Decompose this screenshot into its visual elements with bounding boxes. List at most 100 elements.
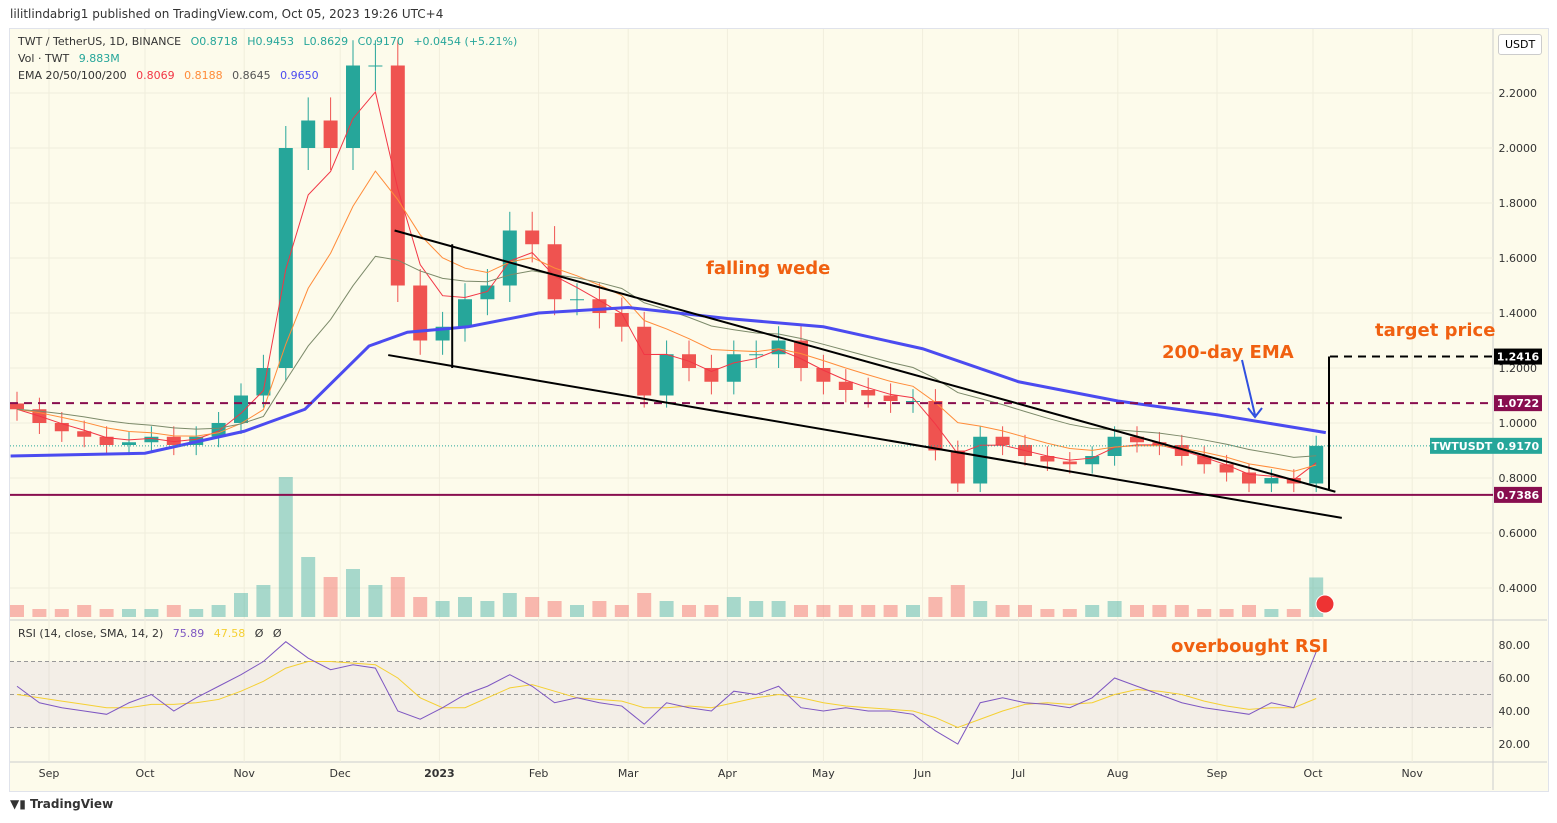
time-tick-label: 2023 [424, 767, 455, 780]
time-tick-label: Jul [1011, 767, 1025, 780]
volume-bar [704, 605, 719, 617]
time-tick-label: Nov [233, 767, 255, 780]
volume-bar [570, 605, 584, 617]
candle-body [390, 65, 405, 286]
ema100-line [16, 255, 1317, 458]
candle-body [950, 450, 965, 484]
volume-bar [211, 605, 226, 617]
candle-body [547, 244, 562, 300]
rsi-value: 75.89 [172, 627, 205, 640]
volume-bar [1152, 605, 1167, 617]
trendline [394, 229, 1336, 493]
low-value: L0.8629 [303, 35, 349, 48]
volume-bar [480, 601, 495, 617]
volume-bar [547, 601, 562, 617]
rsi-na-2: Ø [272, 627, 282, 640]
chart-frame[interactable] [9, 28, 1549, 792]
tradingview-logo[interactable]: ▼▮ TradingView [10, 797, 113, 811]
volume-bar [950, 585, 965, 617]
price-tick-label: 1.8000 [1499, 197, 1538, 210]
time-tick-label: Nov [1401, 767, 1423, 780]
symbol-title: TWT / TetherUS, 1D, BINANCE [18, 35, 182, 48]
candle-body [346, 65, 360, 148]
volume-bar [122, 609, 136, 617]
candle-body [794, 340, 808, 368]
candle-body [614, 313, 629, 327]
price-tick-label: 1.0000 [1499, 417, 1538, 430]
volume-legend: Vol · TWT 9.883M [18, 52, 126, 65]
volume-bar [592, 601, 607, 617]
candle-body [144, 436, 159, 443]
candle-body [10, 403, 24, 410]
time-tick-label: Sep [1207, 767, 1228, 780]
time-tick-label: Oct [1303, 767, 1323, 780]
ema-legend: EMA 20/50/100/200 0.8069 0.8188 0.8645 0… [18, 69, 325, 82]
arrow-icon [1241, 359, 1263, 419]
annotation-target-price: target price [1375, 320, 1496, 341]
price-tick-label: 2.0000 [1499, 142, 1538, 155]
volume-bar [234, 593, 248, 617]
candle-body [256, 368, 271, 396]
time-tick-label: Oct [135, 767, 155, 780]
currency-button[interactable]: USDT [1498, 34, 1543, 55]
flag-icon [1315, 594, 1335, 614]
candle-body [54, 423, 69, 432]
volume-bar [1264, 609, 1279, 617]
price-tick-label: 1.6000 [1499, 252, 1538, 265]
rsi-ma-value: 47.58 [213, 627, 246, 640]
time-tick-label: May [812, 767, 835, 780]
tv-logo-icon: ▼▮ [10, 797, 31, 811]
ema200-value: 0.9650 [280, 69, 319, 82]
rsi-tick-label: 40.00 [1499, 705, 1531, 718]
price-tick-label: 1.4000 [1499, 307, 1538, 320]
price-tick-label: 1.2000 [1499, 362, 1538, 375]
candle-body [458, 299, 472, 327]
volume-bar [144, 609, 159, 617]
candle-body [906, 401, 920, 402]
time-tick-label: Sep [39, 767, 60, 780]
candle-body [166, 436, 181, 445]
change-value: +0.0454 (+5.21%) [413, 35, 518, 48]
candle-body [570, 299, 584, 301]
volume-bar [525, 597, 540, 617]
volume-bar [659, 601, 674, 617]
annotation-200-ema: 200-day EMA [1162, 342, 1294, 363]
footer-text: TradingView [30, 797, 114, 811]
volume-bar [54, 609, 69, 617]
volume-bar [816, 605, 831, 617]
time-tick-label: Aug [1107, 767, 1128, 780]
volume-bar [323, 577, 338, 617]
rsi-tick-label: 20.00 [1499, 738, 1531, 751]
level-label: 1.0722 [1497, 397, 1539, 410]
ema200-line [10, 305, 1327, 458]
high-value: H0.9453 [247, 35, 295, 48]
rsi-label: RSI (14, close, SMA, 14, 2) [18, 627, 164, 640]
open-value: O0.8718 [190, 35, 238, 48]
volume-bar [189, 609, 204, 617]
rsi-tick-label: 80.00 [1499, 639, 1531, 652]
volume-bar [1130, 605, 1144, 617]
volume-bar [771, 601, 786, 617]
volume-bar [346, 569, 360, 617]
candle-body [1130, 436, 1144, 443]
candle-body [883, 395, 898, 401]
volume-bar [1085, 605, 1100, 617]
price-tick-label: 0.8000 [1499, 472, 1538, 485]
volume-bar [502, 593, 517, 617]
volume-bar [390, 577, 405, 617]
volume-bar [973, 601, 988, 617]
candle-body [726, 354, 741, 382]
candle-body [502, 230, 517, 286]
volume-bar [861, 605, 876, 617]
volume-bar [1040, 609, 1055, 617]
level-label: 1.2416 [1497, 351, 1540, 364]
volume-bar [10, 605, 24, 617]
level-label-bg [1494, 348, 1542, 365]
ema50-line [16, 170, 1317, 472]
volume-bar [1197, 609, 1212, 617]
candle-body [1264, 478, 1279, 484]
price-tick-label: 0.4000 [1499, 582, 1538, 595]
last-price-label: 0.9170 [1497, 440, 1540, 453]
candle-body [234, 395, 248, 423]
